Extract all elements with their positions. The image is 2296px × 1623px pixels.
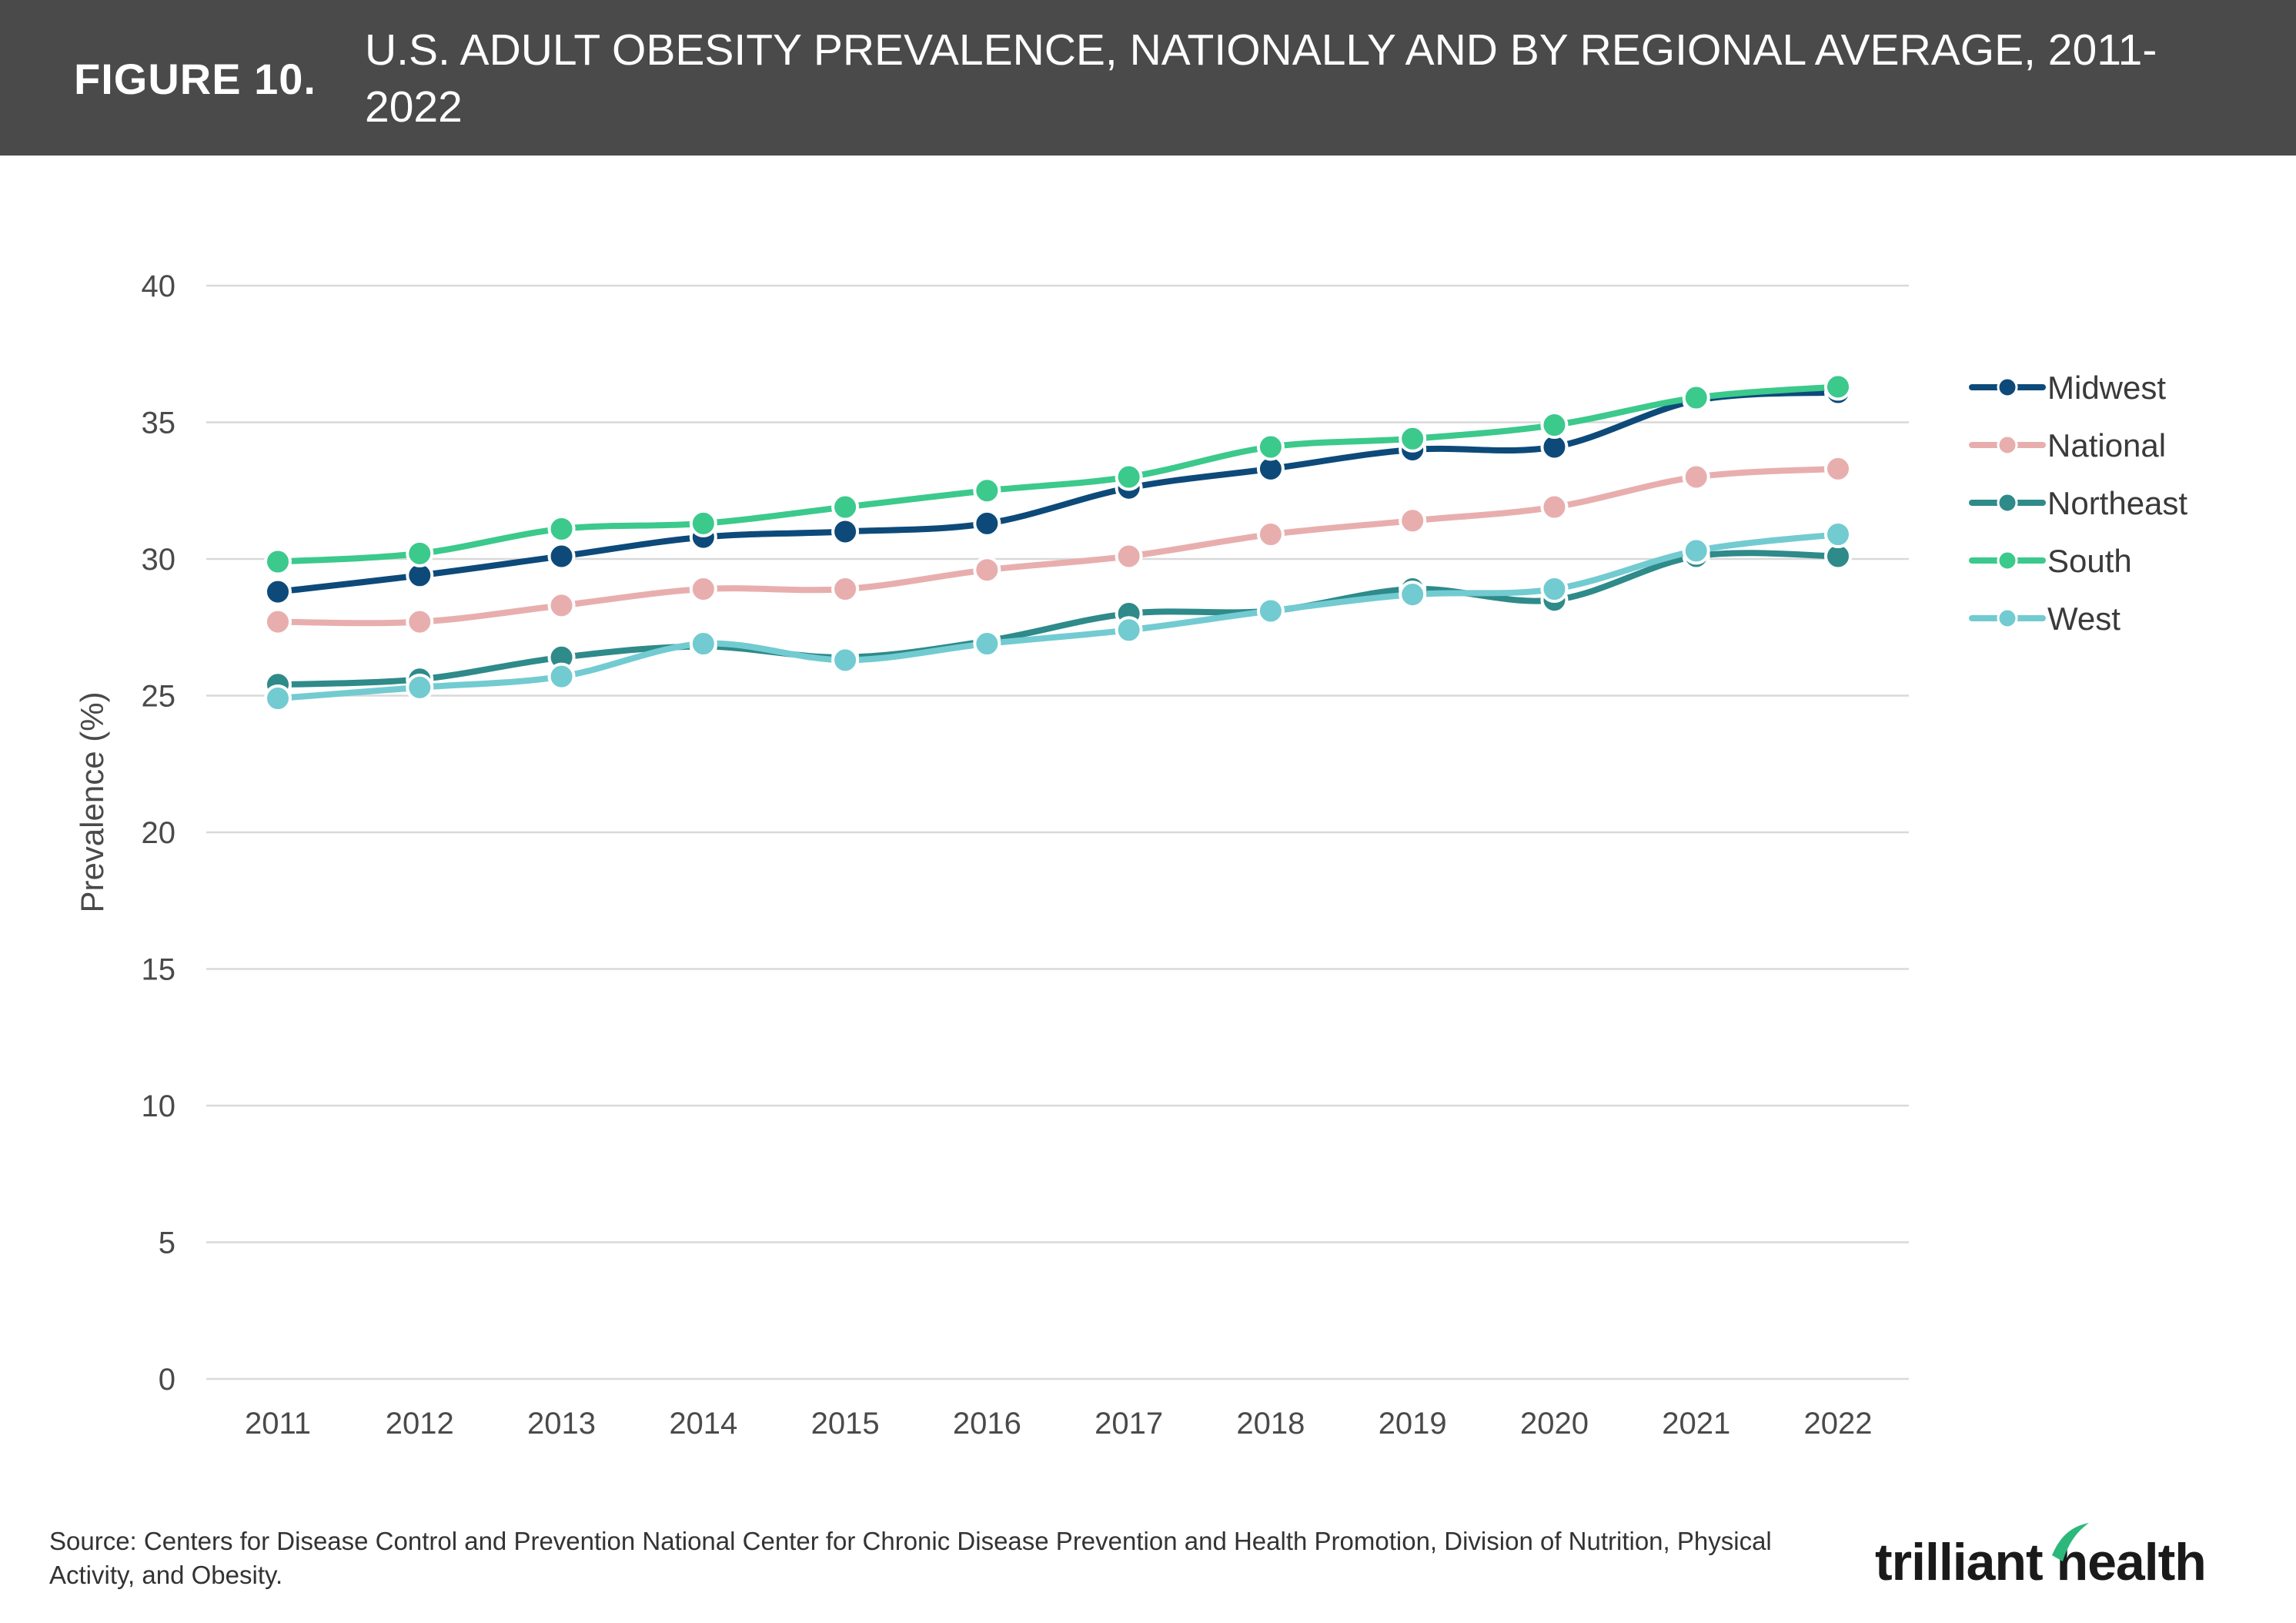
x-tick-label: 2016 [953,1407,1021,1441]
source-note: Source: Centers for Disease Control and … [49,1527,1772,1589]
series-line-national [275,465,1841,627]
x-tick-label: 2011 [245,1407,311,1441]
series-lines [264,373,1852,713]
legend-label: Midwest [2047,370,2166,406]
series-west [264,520,1852,713]
y-tick-label: 15 [142,953,176,987]
logo-swoosh-icon [2052,1523,2089,1561]
series-line-northeast [275,550,1841,688]
data-point-south-2022 [1824,373,1852,401]
data-point-west-2012 [406,673,434,701]
data-point-west-2015 [831,646,860,674]
legend-swatch-marker [1997,376,2018,398]
x-tick-label: 2012 [386,1407,454,1441]
series-south [264,373,1852,576]
legend-item-national: National [1969,427,2166,463]
data-point-national-2014 [689,575,717,604]
series-line-midwest [275,389,1841,595]
x-axis-ticks: 2011 2012 2013 2014 2015 2016 2017 2018 2019 2020… [245,1407,1873,1441]
figure-header: FIGURE 10. U.S. ADULT OBESITY PREVALENCE… [0,0,2296,156]
legend-label: National [2047,427,2166,463]
data-point-west-2019 [1399,581,1427,609]
legend-item-west: West [1969,601,2121,637]
data-point-west-2013 [547,662,576,691]
legend-swatch-marker [1997,550,2018,571]
legend-swatch-marker [1997,434,2018,456]
data-point-west-2016 [973,630,1001,658]
x-tick-label: 2017 [1095,1407,1163,1441]
data-point-south-2019 [1399,424,1427,453]
legend-swatch-marker [1997,492,2018,514]
data-point-national-2021 [1682,463,1710,491]
data-point-south-2018 [1256,433,1285,461]
data-point-national-2018 [1256,520,1285,549]
data-point-south-2014 [689,509,717,537]
legend-label: South [2047,543,2132,579]
data-point-midwest-2011 [264,577,292,606]
data-point-west-2021 [1682,537,1710,565]
data-point-south-2020 [1540,411,1569,440]
data-point-west-2011 [264,684,292,713]
data-point-west-2018 [1256,597,1285,625]
y-axis-ticks: 0 5 10 15 20 25 30 35 40 [142,269,176,1397]
x-tick-label: 2018 [1236,1407,1305,1441]
data-point-national-2012 [406,607,434,636]
data-point-national-2011 [264,607,292,636]
y-tick-label: 40 [142,269,176,303]
data-point-national-2020 [1540,493,1569,521]
y-tick-label: 0 [159,1363,175,1397]
legend: Midwest National Northeast South West [1969,370,2187,637]
legend-item-south: South [1969,543,2132,579]
x-tick-label: 2013 [527,1407,596,1441]
figure-label: FIGURE 10. [74,55,316,103]
y-tick-label: 25 [142,680,176,714]
x-tick-label: 2022 [1804,1407,1873,1441]
y-tick-label: 10 [142,1089,176,1123]
data-point-south-2013 [547,514,576,543]
grid-lines [206,284,1909,1380]
data-point-south-2015 [831,493,860,521]
trilliant-health-logo: trilliant health [1875,1533,2207,1591]
x-tick-label: 2019 [1379,1407,1447,1441]
data-point-west-2014 [689,630,717,658]
legend-label: West [2047,601,2121,637]
data-point-south-2016 [973,477,1001,505]
series-national [264,454,1852,636]
data-point-west-2017 [1115,616,1143,644]
y-axis-label: Prevalence (%) [74,691,110,912]
y-tick-label: 20 [142,816,176,850]
x-tick-label: 2015 [811,1407,880,1441]
legend-item-midwest: Midwest [1969,370,2166,406]
legend-label: Northeast [2047,485,2187,521]
data-point-national-2022 [1824,454,1852,483]
data-point-south-2021 [1682,383,1710,412]
x-tick-label: 2014 [669,1407,737,1441]
data-point-south-2012 [406,539,434,567]
data-point-midwest-2013 [547,542,576,571]
data-point-national-2019 [1399,507,1427,535]
x-tick-label: 2021 [1662,1407,1730,1441]
data-point-national-2016 [973,556,1001,584]
y-tick-label: 30 [142,543,176,577]
data-point-midwest-2016 [973,509,1001,537]
data-point-west-2022 [1824,520,1852,549]
data-point-south-2017 [1115,463,1143,491]
series-line-west [275,531,1841,702]
data-point-south-2011 [264,547,292,576]
chart-title: U.S. ADULT OBESITY PREVALENCE, NATIONALL… [365,25,2157,132]
data-point-national-2017 [1115,542,1143,571]
y-tick-label: 5 [159,1226,175,1260]
series-line-south [275,383,1841,565]
data-point-midwest-2015 [831,517,860,546]
legend-swatch-marker [1997,607,2018,629]
legend-item-northeast: Northeast [1969,485,2187,521]
data-point-national-2013 [547,591,576,620]
x-tick-label: 2020 [1520,1407,1589,1441]
data-point-national-2015 [831,575,860,604]
y-tick-label: 35 [142,407,176,440]
data-point-west-2020 [1540,575,1569,604]
